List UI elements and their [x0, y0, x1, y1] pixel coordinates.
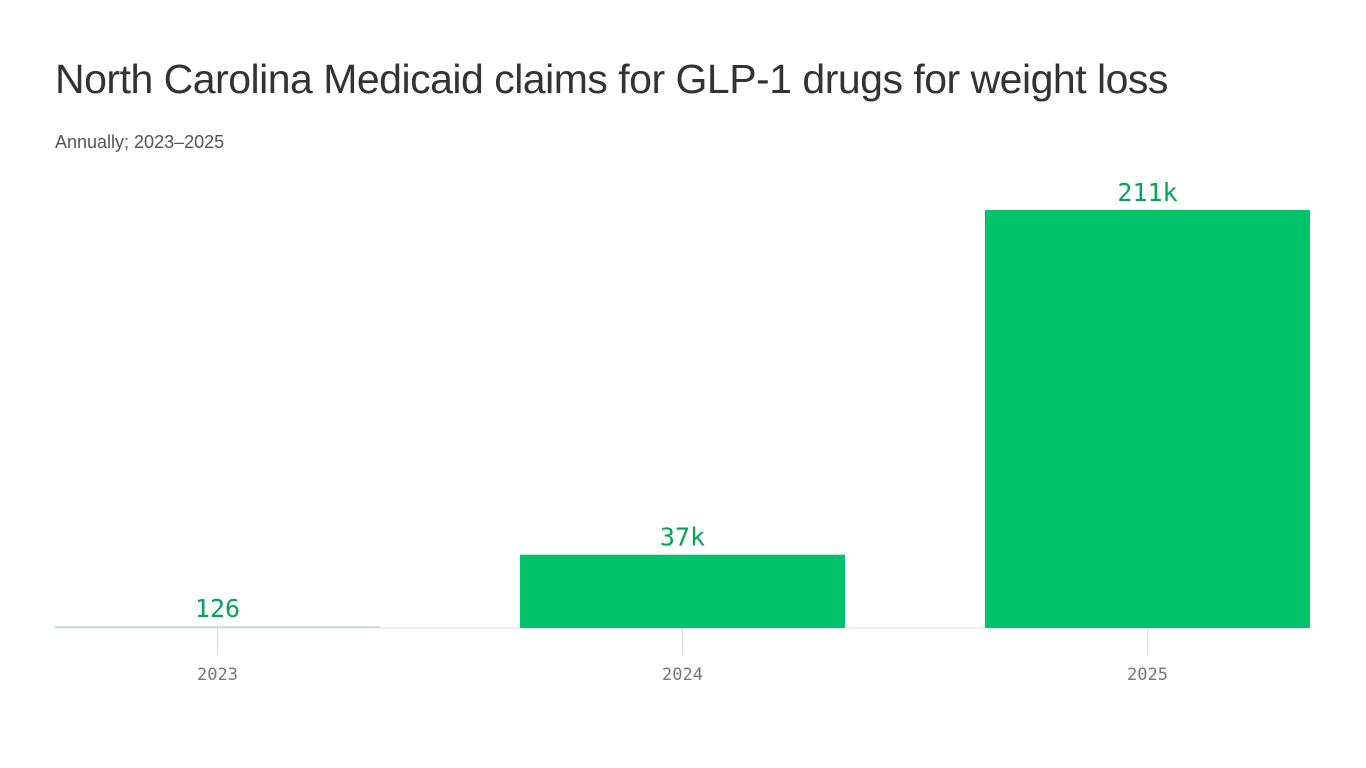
x-tick-label: 2024	[662, 665, 703, 685]
chart-subtitle: Annually; 2023–2025	[55, 132, 225, 152]
bar-2023	[55, 626, 380, 628]
x-tick-label: 2025	[1127, 665, 1168, 685]
chart-title: North Carolina Medicaid claims for GLP-1…	[55, 56, 1168, 102]
data-label: 126	[195, 594, 240, 623]
data-label: 211k	[1117, 178, 1177, 207]
bar-2025	[985, 210, 1310, 628]
data-label: 37k	[660, 523, 705, 552]
x-tick-label: 2023	[197, 665, 238, 685]
bar-2024	[520, 554, 845, 628]
